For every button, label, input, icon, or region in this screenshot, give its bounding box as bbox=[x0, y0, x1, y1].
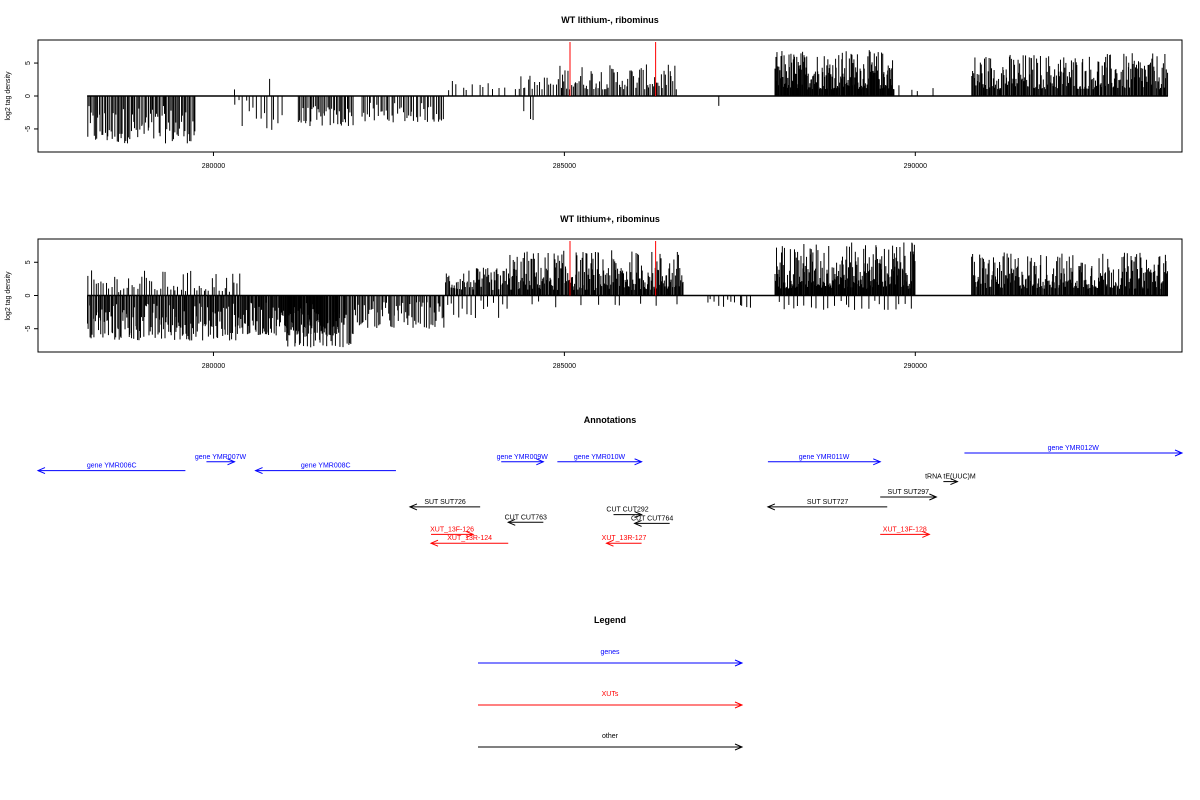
annotation-feature: XUT_13R-127 bbox=[602, 535, 647, 547]
x-tick-label: 285000 bbox=[553, 363, 576, 370]
legend-panel: Legend genes XUTs other bbox=[478, 615, 744, 751]
feature-arrowhead bbox=[227, 458, 236, 466]
feature-label: SUT SUT726 bbox=[424, 499, 466, 506]
legend-title: Legend bbox=[594, 615, 626, 625]
track-1-title: WT lithium-, ribominus bbox=[561, 15, 659, 25]
annotation-feature: CUT CUT763 bbox=[505, 514, 547, 526]
feature-label: gene YMR012W bbox=[1048, 445, 1100, 452]
x-tick-label: 285000 bbox=[553, 163, 576, 170]
legend-arrowhead bbox=[734, 659, 744, 667]
feature-arrowhead bbox=[929, 493, 938, 501]
feature-label: SUT SUT297 bbox=[888, 489, 930, 496]
feature-label: XUT_13F-128 bbox=[883, 526, 927, 533]
track-1-y-label: log2 tag density bbox=[5, 71, 12, 121]
y-tick-label: 5 bbox=[25, 260, 32, 264]
feature-arrowhead bbox=[766, 503, 776, 511]
legend-label: XUTs bbox=[602, 691, 619, 698]
track-panel-2: WT lithium+, ribominus 280000 285000 29000… bbox=[5, 214, 1183, 370]
annotation-feature: gene YMR006C bbox=[36, 463, 186, 475]
legend-label: genes bbox=[600, 649, 620, 656]
x-tick-label: 290000 bbox=[904, 163, 927, 170]
x-tick-label: 280000 bbox=[202, 163, 225, 170]
track-1-bars bbox=[87, 42, 1169, 144]
track-panel-1: WT lithium-, ribominus 280000 285000 29000… bbox=[5, 15, 1183, 170]
feature-arrowhead bbox=[1174, 449, 1184, 457]
annotation-feature: SUT SUT727 bbox=[766, 499, 888, 511]
feature-label: CUT CUT292 bbox=[606, 507, 648, 514]
feature-arrowhead bbox=[254, 467, 263, 475]
feature-label: tRNA tE(UUC)M bbox=[925, 474, 976, 481]
annotation-feature: gene YMR011W bbox=[767, 454, 882, 466]
annotation-feature: XUT_13R-124 bbox=[429, 535, 509, 547]
legend-item: other bbox=[478, 733, 744, 751]
annotation-feature: XUT_13F-128 bbox=[880, 526, 931, 538]
feature-label: XUT_13R-127 bbox=[602, 535, 647, 542]
annotation-features: gene YMR006C gene YMR007W gene YMR008C gene… bbox=[36, 445, 1184, 547]
feature-arrowhead bbox=[922, 530, 931, 538]
y-tick-label: 0 bbox=[25, 94, 32, 98]
x-tick-label: 290000 bbox=[904, 363, 927, 370]
feature-label: CUT CUT764 bbox=[631, 515, 673, 522]
annotation-feature: tRNA tE(UUC)M bbox=[925, 474, 976, 486]
legend-arrowhead bbox=[734, 701, 744, 709]
feature-arrowhead bbox=[605, 539, 614, 547]
track-2-y-axis: -5 0 5 bbox=[25, 260, 38, 332]
annotation-feature: CUT CUT292 bbox=[606, 507, 649, 519]
feature-arrowhead bbox=[536, 458, 545, 466]
y-tick-label: -5 bbox=[25, 126, 32, 132]
feature-arrowhead bbox=[408, 503, 418, 511]
feature-label: gene YMR009W bbox=[497, 454, 549, 461]
feature-arrowhead bbox=[634, 458, 643, 466]
feature-arrowhead bbox=[465, 530, 475, 538]
track-2-title: WT lithium+, ribominus bbox=[560, 214, 660, 224]
feature-arrowhead bbox=[634, 511, 643, 519]
annotation-feature: gene YMR008C bbox=[254, 463, 396, 475]
legend-item: XUTs bbox=[478, 691, 744, 709]
feature-arrowhead bbox=[633, 519, 642, 527]
track-1-y-axis: -5 0 5 bbox=[25, 61, 38, 132]
annotation-feature: XUT_13F-126 bbox=[430, 526, 475, 538]
feature-label: XUT_13R-124 bbox=[447, 535, 492, 542]
legend-label: other bbox=[602, 733, 619, 740]
annotation-feature: CUT CUT764 bbox=[631, 515, 673, 527]
legend-item: genes bbox=[478, 649, 744, 667]
track-2-y-label: log2 tag density bbox=[5, 271, 12, 321]
feature-label: gene YMR011W bbox=[799, 454, 850, 461]
feature-label: CUT CUT763 bbox=[505, 514, 547, 521]
feature-arrowhead bbox=[429, 539, 439, 547]
legend-items: genes XUTs other bbox=[478, 649, 744, 751]
y-tick-label: 5 bbox=[25, 61, 32, 65]
track-2-x-axis: 280000 285000 290000 bbox=[202, 352, 927, 370]
legend-arrowhead bbox=[734, 743, 744, 751]
feature-arrowhead bbox=[950, 478, 959, 486]
feature-label: XUT_13F-126 bbox=[430, 526, 474, 533]
feature-label: SUT SUT727 bbox=[807, 499, 849, 506]
annotation-feature: gene YMR009W bbox=[497, 454, 549, 466]
feature-arrowhead bbox=[873, 458, 882, 466]
y-tick-label: 0 bbox=[25, 293, 32, 297]
annotation-feature: SUT SUT297 bbox=[880, 489, 938, 501]
feature-label: gene YMR007W bbox=[195, 454, 247, 461]
annotation-feature: gene YMR010W bbox=[557, 454, 643, 466]
annotation-feature: gene YMR007W bbox=[195, 454, 247, 466]
feature-label: gene YMR006C bbox=[87, 463, 137, 470]
annotation-feature: SUT SUT726 bbox=[408, 499, 481, 511]
feature-arrowhead bbox=[36, 467, 46, 475]
annotations-title: Annotations bbox=[584, 415, 637, 425]
annotation-feature: gene YMR012W bbox=[964, 445, 1184, 457]
track-2-bars bbox=[86, 241, 1169, 348]
feature-arrowhead bbox=[506, 518, 516, 526]
x-tick-label: 280000 bbox=[202, 363, 225, 370]
track-1-x-axis: 280000 285000 290000 bbox=[202, 152, 927, 170]
feature-label: gene YMR010W bbox=[574, 454, 626, 461]
y-tick-label: -5 bbox=[25, 326, 32, 332]
feature-label: gene YMR008C bbox=[301, 463, 351, 470]
